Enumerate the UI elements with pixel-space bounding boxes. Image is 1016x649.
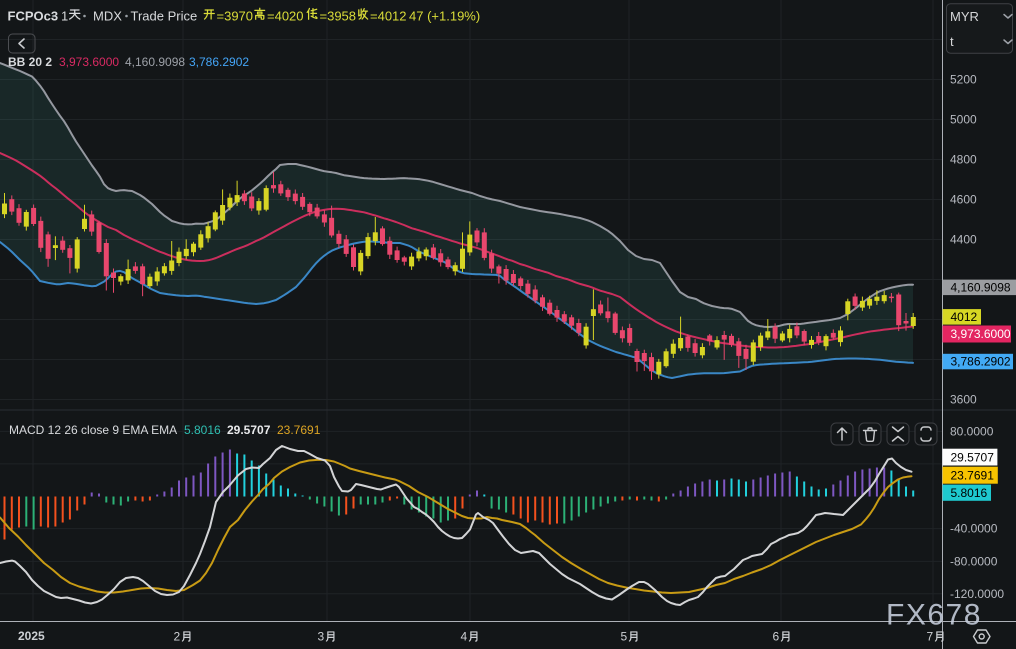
svg-text:3,973.6000: 3,973.6000 [59, 55, 119, 69]
svg-text:23.7691: 23.7691 [951, 468, 995, 482]
svg-text:4800: 4800 [950, 153, 977, 167]
svg-text:5.8016: 5.8016 [184, 423, 221, 437]
svg-text:1: 1 [61, 9, 68, 24]
svg-text:47 (+1.19%): 47 (+1.19%) [409, 9, 480, 24]
svg-text:5000: 5000 [950, 113, 977, 127]
svg-text:5.8016: 5.8016 [951, 486, 988, 500]
svg-text:MDX: MDX [93, 9, 122, 24]
svg-text:23.7691: 23.7691 [277, 423, 321, 437]
svg-text:MACD 12 26 close 9 EMA EMA: MACD 12 26 close 9 EMA EMA [9, 423, 177, 437]
svg-text:2: 2 [174, 630, 181, 644]
svg-text:80.0000: 80.0000 [950, 424, 994, 438]
svg-text:4,160.9098: 4,160.9098 [125, 55, 185, 69]
svg-text:6: 6 [773, 630, 780, 644]
svg-text:-40.0000: -40.0000 [950, 522, 998, 536]
svg-text:4400: 4400 [950, 233, 977, 247]
svg-text:=3958: =3958 [320, 9, 357, 24]
svg-text:3600: 3600 [950, 393, 977, 407]
svg-text:5: 5 [621, 630, 628, 644]
svg-text:4012: 4012 [951, 310, 978, 324]
svg-text:-120.0000: -120.0000 [950, 587, 1004, 601]
svg-text:t: t [950, 34, 954, 49]
svg-text:-80.0000: -80.0000 [950, 554, 998, 568]
svg-text:4600: 4600 [950, 193, 977, 207]
svg-text:3: 3 [318, 630, 325, 644]
svg-text:29.5707: 29.5707 [227, 423, 271, 437]
svg-text:7: 7 [927, 630, 934, 644]
svg-text:Trade Price: Trade Price [131, 9, 198, 24]
svg-text:MYR: MYR [950, 9, 979, 24]
svg-text:=3970: =3970 [217, 9, 254, 24]
svg-text:=4012: =4012 [370, 9, 407, 24]
svg-text:29.5707: 29.5707 [951, 450, 995, 464]
svg-text:3,973.6000: 3,973.6000 [951, 327, 1011, 341]
svg-text:BB 20 2: BB 20 2 [8, 55, 52, 69]
svg-text:FCPOc3: FCPOc3 [8, 9, 59, 24]
svg-text:2025: 2025 [18, 629, 45, 643]
svg-text:=4020: =4020 [267, 9, 304, 24]
svg-text:4,160.9098: 4,160.9098 [951, 281, 1011, 295]
svg-text:4: 4 [461, 630, 468, 644]
svg-text:3,786.2902: 3,786.2902 [189, 55, 249, 69]
svg-text:5200: 5200 [950, 73, 977, 87]
svg-text:FX678: FX678 [886, 599, 982, 632]
svg-text:3,786.2902: 3,786.2902 [951, 355, 1011, 369]
